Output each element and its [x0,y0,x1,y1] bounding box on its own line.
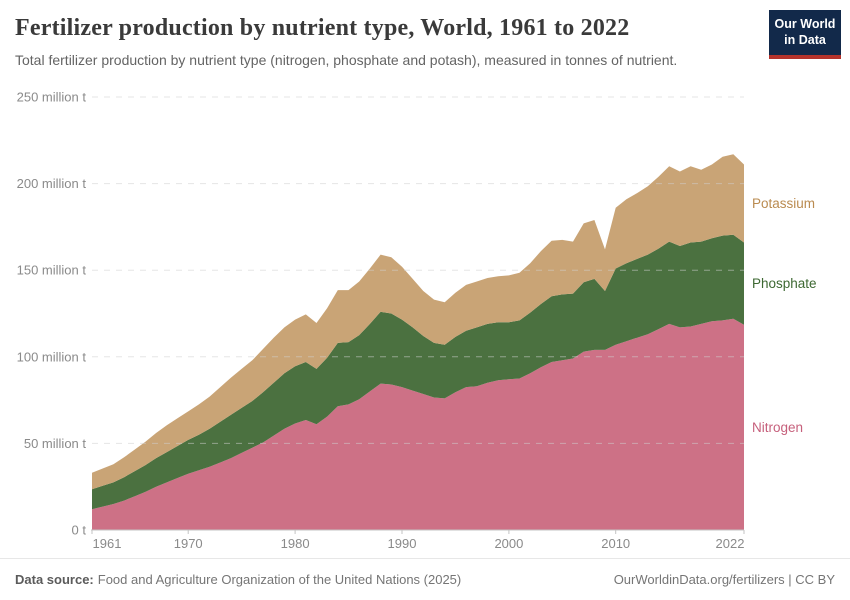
x-axis-tick-label: 2010 [601,536,630,551]
y-axis-tick-label: 100 million t [17,349,87,364]
series-label-potassium: Potassium [752,196,815,211]
logo-line2: in Data [784,32,826,47]
x-axis-tick-label: 1961 [93,536,122,551]
data-source-label: Data source: [15,572,94,587]
area-nitrogen [92,318,744,530]
y-axis-tick-label: 50 million t [24,436,87,451]
credit-link: OurWorldinData.org/fertilizers | CC BY [613,572,835,587]
series-label-phosphate: Phosphate [752,276,817,291]
data-source: Data source: Food and Agriculture Organiz… [15,572,461,587]
data-source-text: Food and Agriculture Organization of the… [97,572,462,587]
chart-title: Fertilizer production by nutrient type, … [15,15,630,41]
x-axis-tick-label: 2022 [716,536,745,551]
chart-subtitle: Total fertilizer production by nutrient … [15,52,678,68]
chart-footer: Data source: Food and Agriculture Organiz… [0,558,850,600]
area-phosphate [92,234,744,510]
y-axis-tick-label: 0 t [72,523,87,538]
logo-line1: Our World [774,17,836,31]
x-axis-tick-label: 2000 [494,536,523,551]
y-axis-tick-label: 250 million t [17,90,87,105]
owid-logo: Our World in Data [769,10,841,60]
area-potassium [92,154,744,490]
x-axis-tick-label: 1970 [174,536,203,551]
x-axis-tick-label: 1990 [388,536,417,551]
y-axis-tick-label: 200 million t [17,176,87,191]
series-label-nitrogen: Nitrogen [752,420,803,435]
y-axis-tick-label: 150 million t [17,263,87,278]
chart-canvas: Nitrogen Phosphate Potassium 0 t 50 million … [17,90,817,552]
x-axis-tick-label: 1980 [281,536,310,551]
